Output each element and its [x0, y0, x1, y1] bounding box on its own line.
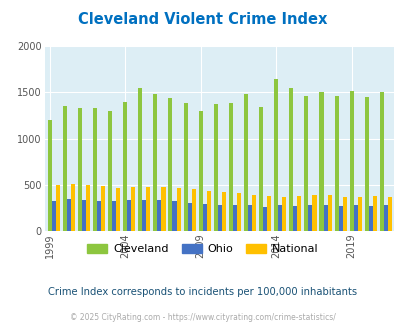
Bar — [304, 96, 308, 231]
Bar — [55, 185, 60, 231]
Bar — [168, 98, 172, 231]
Bar — [51, 201, 55, 231]
Bar — [191, 189, 195, 231]
Bar — [146, 187, 150, 231]
Bar — [364, 97, 368, 231]
Bar — [232, 205, 237, 231]
Legend: Cleveland, Ohio, National: Cleveland, Ohio, National — [83, 239, 322, 258]
Bar — [93, 108, 97, 231]
Bar — [338, 206, 342, 231]
Bar — [97, 201, 101, 231]
Bar — [213, 104, 217, 231]
Bar — [86, 185, 90, 231]
Bar — [308, 205, 312, 231]
Bar — [66, 199, 71, 231]
Bar — [327, 195, 331, 231]
Bar — [247, 205, 252, 231]
Bar — [78, 108, 82, 231]
Bar — [217, 205, 222, 231]
Bar — [198, 111, 202, 231]
Text: Crime Index corresponds to incidents per 100,000 inhabitants: Crime Index corresponds to incidents per… — [48, 287, 357, 297]
Bar — [101, 186, 105, 231]
Bar — [372, 196, 376, 231]
Bar — [266, 196, 271, 231]
Bar — [368, 206, 372, 231]
Bar — [131, 187, 135, 231]
Bar — [312, 195, 316, 231]
Bar — [258, 107, 262, 231]
Bar — [206, 191, 210, 231]
Bar — [62, 106, 66, 231]
Bar — [82, 200, 86, 231]
Bar — [281, 197, 286, 231]
Bar — [319, 92, 323, 231]
Bar — [383, 205, 387, 231]
Bar — [252, 195, 256, 231]
Bar — [47, 120, 51, 231]
Bar — [123, 102, 127, 231]
Bar — [353, 205, 357, 231]
Bar — [222, 192, 226, 231]
Bar — [127, 200, 131, 231]
Bar — [116, 187, 120, 231]
Bar — [153, 94, 157, 231]
Bar — [323, 205, 327, 231]
Bar — [334, 96, 338, 231]
Bar — [277, 205, 281, 231]
Bar — [202, 204, 206, 231]
Bar — [108, 111, 112, 231]
Bar — [379, 92, 383, 231]
Text: © 2025 CityRating.com - https://www.cityrating.com/crime-statistics/: © 2025 CityRating.com - https://www.city… — [70, 313, 335, 322]
Bar — [142, 200, 146, 231]
Bar — [237, 193, 241, 231]
Bar — [172, 201, 176, 231]
Bar — [292, 206, 296, 231]
Bar — [161, 187, 165, 231]
Bar — [176, 188, 180, 231]
Bar — [112, 201, 116, 231]
Bar — [243, 94, 247, 231]
Bar — [138, 88, 142, 231]
Bar — [288, 88, 292, 231]
Bar — [357, 197, 361, 231]
Bar — [71, 184, 75, 231]
Bar — [262, 207, 266, 231]
Bar — [296, 196, 301, 231]
Bar — [157, 200, 161, 231]
Bar — [273, 80, 277, 231]
Bar — [228, 103, 232, 231]
Bar — [187, 203, 191, 231]
Text: Cleveland Violent Crime Index: Cleveland Violent Crime Index — [78, 12, 327, 26]
Bar — [342, 197, 346, 231]
Bar — [387, 197, 391, 231]
Bar — [183, 103, 187, 231]
Bar — [349, 91, 353, 231]
